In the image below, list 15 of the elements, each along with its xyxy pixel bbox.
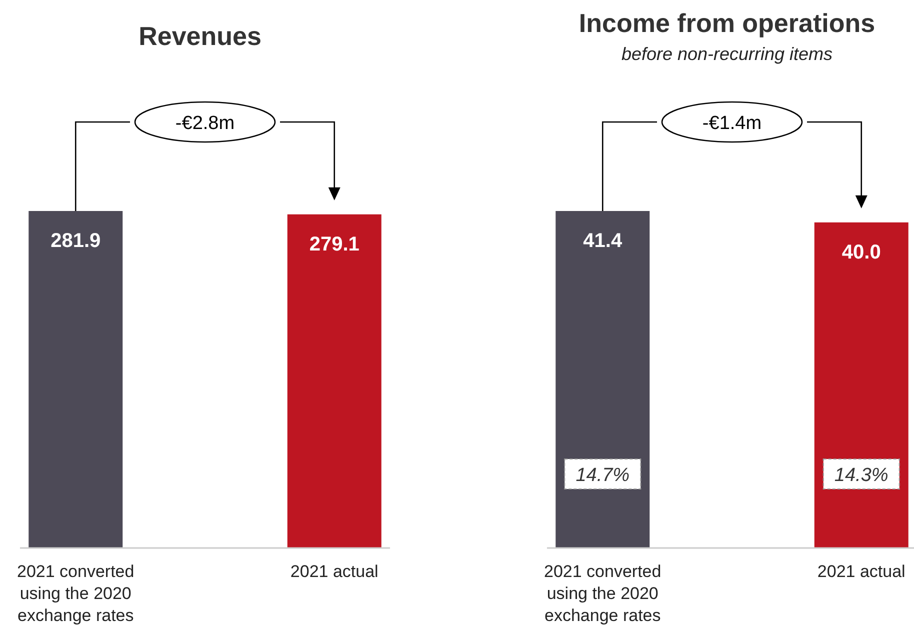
text: -€2.8m [175,113,235,134]
chart-title: Revenues [138,21,262,51]
data-label: 41.4 [583,230,623,252]
data-label: 279.1 [309,233,360,256]
x-tick-label: 2021 actual [290,562,378,581]
text: -€1.4m [702,113,762,134]
x-tick-label: 2021 actual [817,562,906,581]
x-tick-label: 2021 converted using the 2020 exchange rates [17,562,134,625]
data-label: 281.9 [50,230,101,252]
annotation: 14.7% [576,465,630,486]
annotation: 14.3% [834,465,888,486]
data-label: 40.0 [842,241,881,264]
x-tick-label: 2021 converted using the 2020 exchange rates [544,562,662,625]
chart-subtitle: before non-recurring items [621,44,833,64]
chart-title: Income from operations [578,8,876,38]
